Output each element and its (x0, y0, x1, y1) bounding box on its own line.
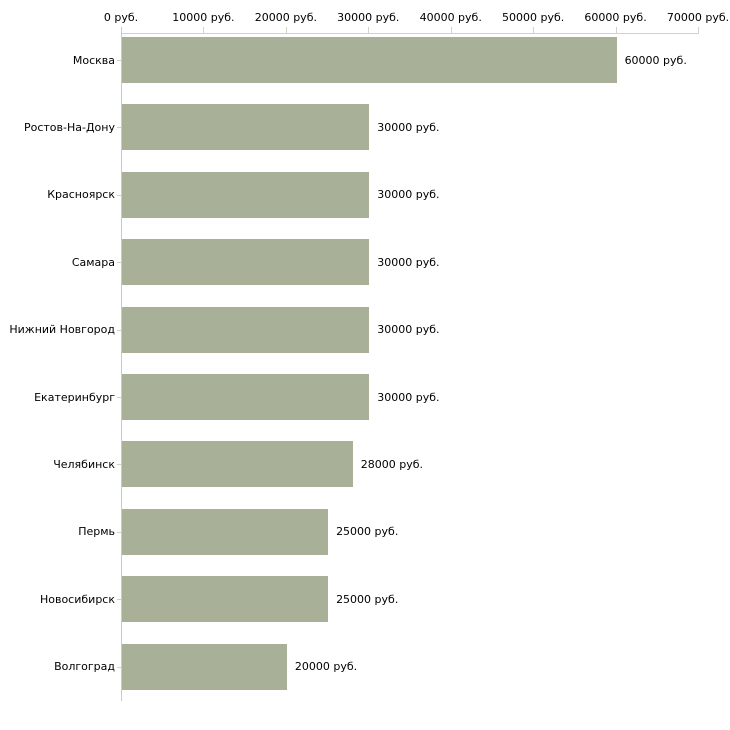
value-label: 20000 руб. (294, 660, 358, 674)
x-tick-mark (285, 27, 287, 33)
x-tick-label: 70000 руб. (666, 11, 730, 24)
x-tick-label: 50000 руб. (502, 11, 565, 24)
bar (122, 576, 329, 623)
category-tick-mark (117, 60, 121, 61)
x-tick-mark (368, 27, 370, 33)
category-tick-mark (117, 262, 121, 264)
bar (122, 171, 370, 218)
x-tick-mark (203, 27, 205, 33)
category-label: Екатеринбург (34, 390, 115, 404)
value-label: 30000 руб. (377, 188, 440, 202)
y-axis-line (121, 27, 122, 701)
value-label: 30000 руб. (377, 255, 440, 269)
x-tick-label: 10000 руб. (172, 11, 235, 24)
category-label: Челябинск (53, 457, 115, 471)
value-label: 30000 руб. (377, 120, 440, 134)
value-label: 25000 руб. (336, 592, 399, 606)
category-label: Пермь (78, 525, 115, 539)
value-label: 25000 руб. (336, 525, 399, 539)
value-label: 28000 руб. (360, 457, 424, 471)
x-tick-mark (615, 27, 617, 33)
value-label: 60000 руб. (624, 53, 687, 67)
bar (122, 239, 370, 286)
category-label: Нижний Новгород (9, 323, 115, 337)
x-axis-line (121, 33, 699, 34)
bar (122, 374, 370, 420)
bar (122, 37, 617, 83)
bar (122, 104, 370, 151)
x-tick-label: 60000 руб. (584, 11, 647, 24)
bar (122, 508, 329, 555)
category-tick-mark (117, 531, 121, 533)
category-tick-mark (117, 397, 121, 398)
category-tick-mark (117, 194, 121, 196)
x-tick-label: 20000 руб. (254, 11, 317, 24)
category-label: Волгоград (54, 660, 115, 674)
value-label: 30000 руб. (377, 390, 440, 404)
category-label: Самара (71, 255, 115, 269)
category-label: Ростов-На-Дону (23, 120, 115, 134)
bar (122, 441, 353, 488)
x-tick-label: 0 руб. (103, 11, 139, 24)
x-tick-mark (698, 27, 699, 33)
x-tick-mark (450, 27, 452, 33)
category-tick-mark (117, 464, 121, 466)
category-label: Новосибирск (39, 592, 115, 606)
bar (122, 306, 370, 353)
bar (122, 643, 287, 690)
x-tick-label: 30000 руб. (337, 11, 400, 24)
value-label: 30000 руб. (377, 323, 440, 337)
category-tick-mark (117, 599, 121, 601)
x-tick-mark (533, 27, 535, 33)
category-label: Красноярск (47, 188, 115, 202)
category-tick-mark (117, 666, 121, 668)
category-tick-mark (117, 127, 121, 129)
x-tick-label: 40000 руб. (419, 11, 482, 24)
category-label: Москва (72, 53, 115, 67)
category-tick-mark (117, 329, 121, 331)
